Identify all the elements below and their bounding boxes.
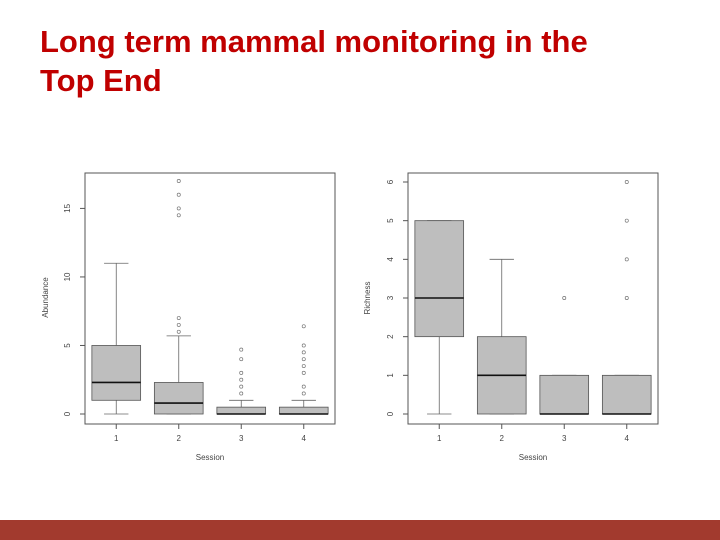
outlier-point (301, 357, 306, 362)
y-tick-label: 3 (386, 295, 395, 300)
plot-frame (84, 172, 336, 425)
x-tick-label: 3 (562, 434, 567, 443)
y-tick-label: 1 (386, 373, 395, 378)
outlier-point (176, 322, 181, 327)
outlier-point (176, 316, 181, 321)
outlier-point (176, 179, 181, 183)
y-tick-label: 6 (386, 179, 395, 184)
x-tick-label: 4 (302, 434, 307, 443)
outlier-point (301, 364, 306, 368)
outlier-point (176, 206, 181, 211)
outlier-point (624, 257, 629, 262)
y-tick-label: 5 (63, 343, 72, 348)
y-axis-label: Abundance (41, 277, 50, 318)
box-4 (601, 374, 652, 415)
slide-title-line-2: Top End (40, 63, 162, 98)
x-tick-label: 4 (625, 434, 630, 443)
footer-bar (0, 520, 720, 540)
outlier-point (301, 324, 306, 329)
y-tick-label: 4 (386, 257, 395, 262)
outlier-point (624, 218, 629, 223)
outlier-point (624, 180, 629, 184)
y-axis-label: Richness (363, 282, 372, 315)
outlier-point (176, 329, 181, 334)
slide-title: Long term mammal monitoring in the Top E… (40, 22, 700, 100)
outlier-point (301, 343, 306, 348)
y-tick-label: 0 (386, 411, 395, 416)
outlier-point (301, 350, 306, 355)
richness-boxplot: 0 1 2 3 4 5 6 1 2 3 4 Session Richness (363, 172, 659, 462)
outlier-point (239, 347, 244, 352)
x-axis-label: Session (196, 453, 224, 462)
x-tick-label: 3 (239, 434, 244, 443)
outlier-point (301, 384, 306, 389)
abundance-boxplot: 0 5 10 15 1 2 3 4 Session Abundance (41, 172, 336, 462)
outlier-point (176, 192, 181, 197)
outlier-point (301, 391, 306, 396)
outlier-point (301, 370, 306, 375)
outlier-point (624, 296, 629, 300)
y-tick-label: 0 (63, 411, 72, 416)
box-2 (153, 382, 204, 415)
y-tick-label: 10 (63, 272, 72, 281)
outlier-point (239, 370, 244, 375)
x-tick-label: 1 (437, 434, 442, 443)
outlier-point (176, 213, 181, 218)
outlier-point (562, 296, 567, 300)
outlier-point (239, 391, 244, 396)
box-3 (539, 374, 590, 415)
outlier-point (239, 384, 244, 389)
x-tick-label: 1 (114, 434, 119, 443)
x-tick-label: 2 (500, 434, 505, 443)
y-tick-label: 2 (386, 334, 395, 339)
slide-title-line-1: Long term mammal monitoring in the (40, 24, 588, 59)
y-tick-label: 15 (63, 203, 72, 212)
y-tick-label: 5 (386, 218, 395, 223)
x-tick-label: 2 (177, 434, 182, 443)
box-1 (91, 345, 142, 401)
outlier-point (239, 357, 244, 362)
x-axis-label: Session (519, 453, 547, 462)
outlier-point (239, 377, 244, 382)
box-1 (414, 220, 465, 338)
box-3 (216, 406, 267, 415)
box-4 (278, 406, 329, 415)
